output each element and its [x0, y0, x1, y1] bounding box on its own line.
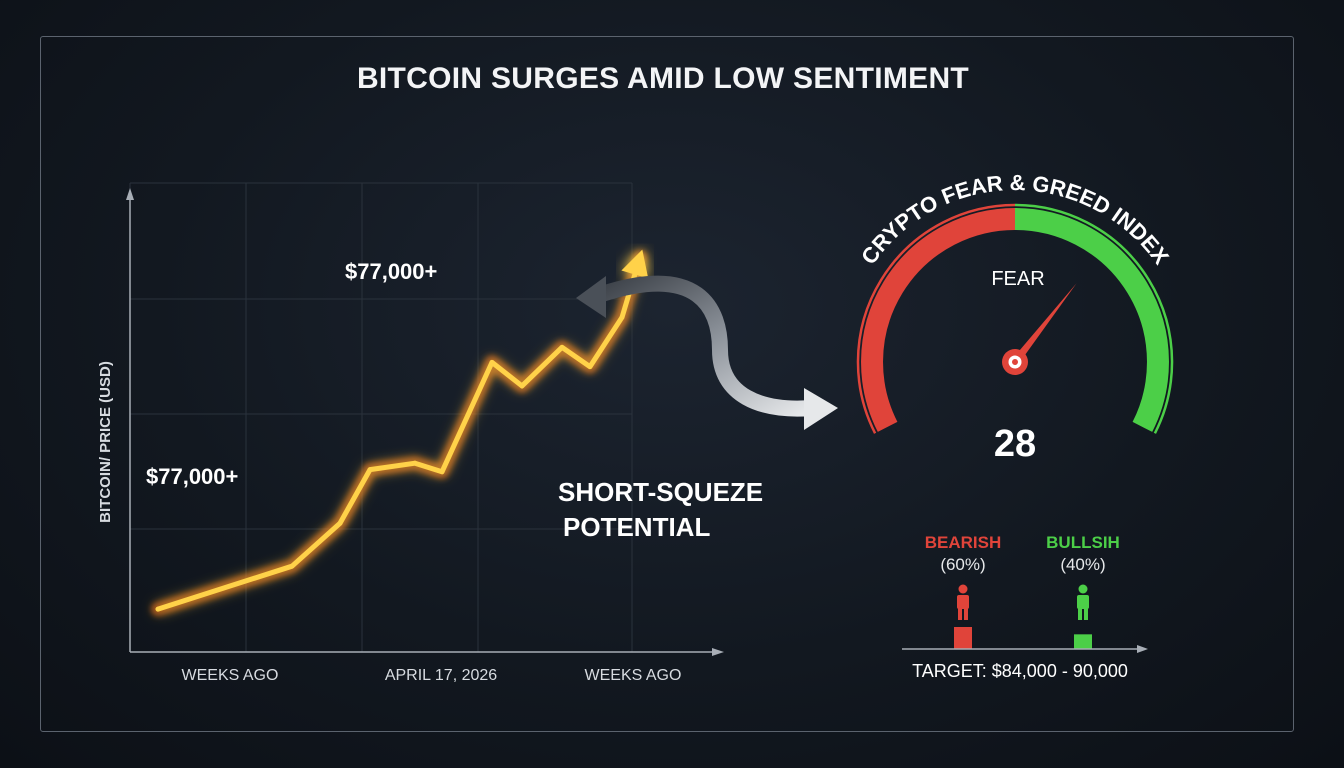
gauge-fear-arc: [861, 208, 1016, 432]
bearish-percent: (60%): [940, 555, 985, 574]
sentiment-axis-arrow-icon: [1137, 645, 1148, 653]
x-axis-arrow-icon: [712, 648, 724, 656]
price-annotation-low: $77,000+: [146, 464, 238, 489]
price-point: [289, 563, 295, 569]
bearish-bar: [954, 627, 972, 649]
person-icon: [957, 584, 969, 620]
person-icon: [1077, 584, 1089, 620]
fear-greed-gauge: CRYPTO FEAR & GREED INDEX FEAR 28: [856, 170, 1174, 465]
y-axis-arrow-icon: [126, 188, 134, 200]
price-point: [337, 520, 343, 526]
bearish-label: BEARISH: [925, 533, 1002, 552]
short-squeeze-label: SHORT-SQUEZE: [558, 477, 763, 507]
gauge-state-label: FEAR: [991, 268, 1044, 290]
chart-title: BITCOIN SURGES AMID LOW SENTIMENT: [356, 62, 970, 95]
price-point: [559, 344, 565, 350]
gauge-greed-arc: [1014, 208, 1169, 432]
price-point: [489, 359, 495, 365]
gauge-fear-outline: [856, 203, 1016, 434]
price-point: [587, 364, 593, 370]
gauge-greed-outline: [1014, 203, 1174, 434]
price-point: [367, 467, 373, 473]
x-tick-label: WEEKS AGO: [585, 667, 682, 684]
bullish-percent: (40%): [1060, 555, 1105, 574]
price-point: [439, 469, 445, 475]
x-tick-label: WEEKS AGO: [182, 667, 279, 684]
bullish-bar: [1074, 634, 1092, 649]
y-axis-label: BITCOIN/ PRICE (USD): [97, 361, 114, 523]
bullish-label: BULLSIH: [1046, 533, 1120, 552]
grid-lines: [129, 182, 633, 652]
chart-frame: [40, 36, 1294, 732]
price-line-glow: [151, 250, 647, 617]
sentiment-comparison: BEARISH (60%) BULLSIH (40%) TARGET: $84,…: [902, 533, 1148, 681]
line-chart: BITCOIN/ PRICE (USD) WEEKS AGO APRIL 17,…: [97, 182, 724, 684]
price-point: [412, 460, 418, 466]
gauge-value: 28: [994, 423, 1036, 465]
gauge-needle: [1011, 283, 1077, 365]
price-points: [155, 254, 643, 612]
price-point: [155, 606, 161, 612]
price-line: [155, 254, 643, 612]
curved-double-arrow: [576, 275, 838, 430]
arrow-left-head-icon: [576, 276, 606, 318]
price-annotation-high: $77,000+: [345, 259, 437, 284]
price-point: [637, 254, 643, 260]
arrow-right-head-icon: [804, 388, 838, 430]
target-caption: TARGET: $84,000 - 90,000: [912, 661, 1128, 681]
short-squeeze-label: POTENTIAL: [563, 512, 710, 542]
price-point: [519, 383, 525, 389]
x-tick-label: APRIL 17, 2026: [385, 667, 497, 684]
price-point: [619, 314, 625, 320]
